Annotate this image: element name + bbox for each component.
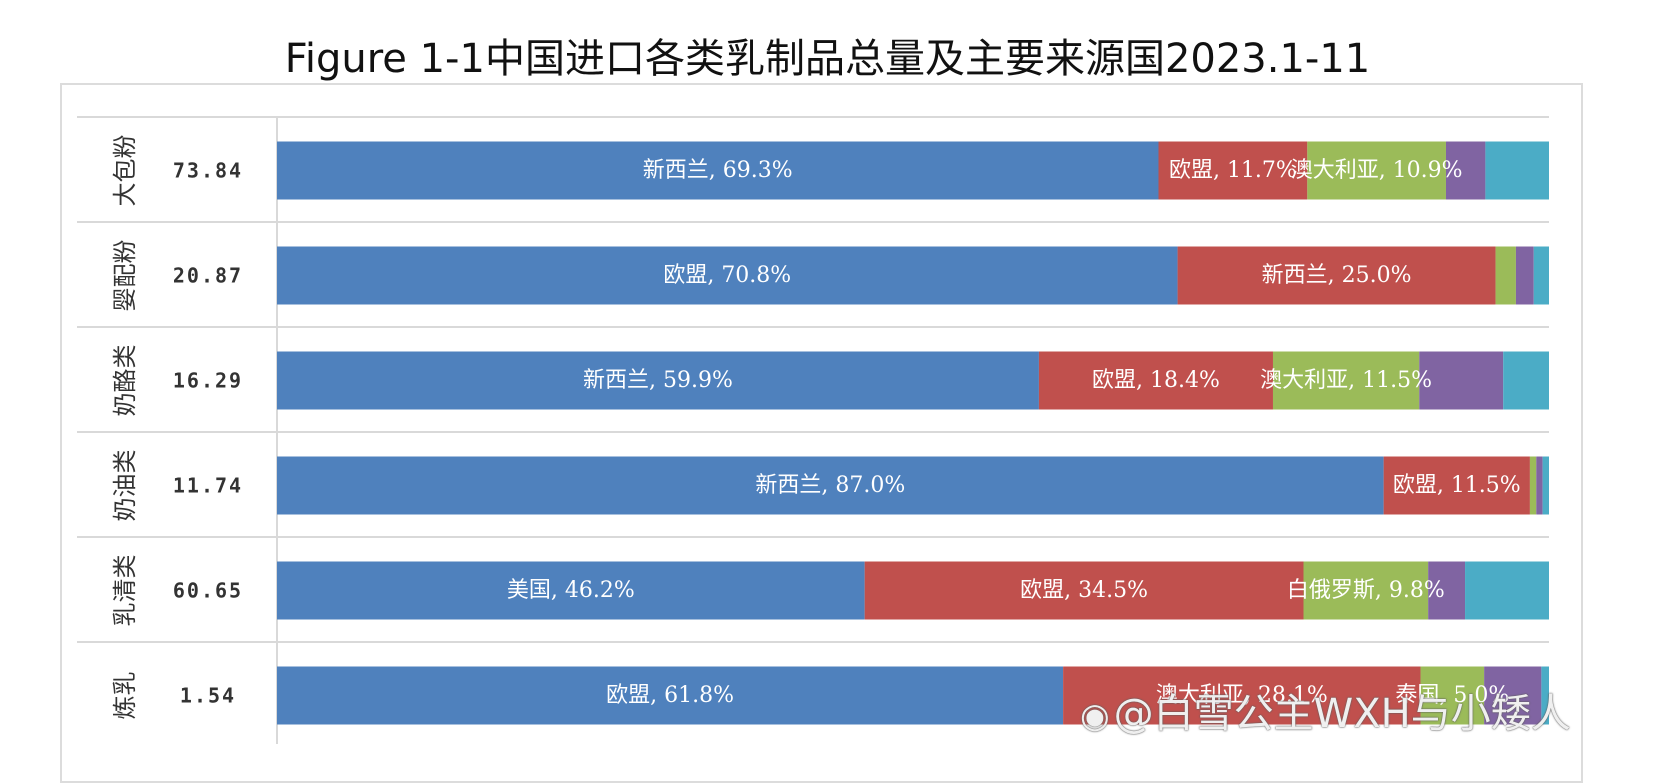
- data-label: 新西兰, 59.9%: [583, 368, 733, 393]
- bar-segment: [1485, 141, 1549, 200]
- data-label: 白俄罗斯, 9.8%: [1287, 578, 1445, 603]
- data-label: 新西兰, 87.0%: [755, 473, 905, 498]
- bar-segment: [1428, 561, 1466, 620]
- bar-segment: [1529, 456, 1537, 515]
- bar-segment: [864, 561, 1304, 620]
- data-label: 新西兰, 69.3%: [643, 158, 793, 183]
- data-label: 澳大利亚, 10.9%: [1291, 158, 1463, 183]
- bar-segment: [1515, 246, 1534, 305]
- bar-segment: [277, 246, 1178, 305]
- total-value: 16.29: [173, 369, 243, 393]
- bar-segment: [277, 456, 1384, 515]
- category-label: 奶酪类: [111, 345, 139, 417]
- data-label: 欧盟, 70.8%: [663, 263, 791, 288]
- stacked-bar-chart: 大包粉 73.84 新西兰, 69.3% 欧盟, 11.7%澳大利亚, 10.9% 婴配…: [77, 116, 1549, 744]
- bar-segment: [1484, 666, 1542, 725]
- total-value: 60.65: [173, 579, 243, 603]
- bar-segment: [1158, 141, 1308, 200]
- data-label: 美国, 46.2%: [507, 578, 635, 603]
- bar-segment: [1303, 561, 1429, 620]
- bar-segment: [1542, 456, 1549, 515]
- bar-segment: [1177, 246, 1496, 305]
- bar-segment: [1272, 351, 1420, 410]
- total-value: 1.54: [180, 684, 236, 708]
- watermark-text: @白雪公主WXH与小矮人: [1113, 691, 1571, 737]
- bar-segment: [1419, 351, 1504, 410]
- total-value: 73.84: [173, 159, 243, 183]
- category-label: 乳清类: [111, 555, 139, 627]
- weibo-icon: ◉: [1080, 696, 1110, 736]
- data-label: 新西兰, 25.0%: [1262, 263, 1412, 288]
- total-value: 11.74: [173, 474, 243, 498]
- bar-segment: [1541, 666, 1549, 725]
- data-label: 澳大利亚, 11.5%: [1260, 368, 1432, 393]
- bar-segment: [1383, 456, 1530, 515]
- bar-segment: [1420, 666, 1485, 725]
- bar-segment: [1495, 246, 1516, 305]
- data-label: 欧盟, 11.5%: [1393, 473, 1521, 498]
- data-label: 欧盟, 61.8%: [606, 683, 734, 708]
- bar-segment: [1465, 561, 1549, 620]
- bar-segment: [1038, 351, 1273, 410]
- bar-segment: [277, 351, 1039, 410]
- watermark: ◉ @白雪公主WXH与小矮人: [1080, 681, 1571, 739]
- category-label: 炼乳: [111, 672, 139, 720]
- bar-segment: [1063, 666, 1421, 725]
- data-label: 欧盟, 34.5%: [1020, 578, 1148, 603]
- bar-segment: [1307, 141, 1446, 200]
- data-label: 欧盟, 11.7%: [1169, 158, 1297, 183]
- category-label: 大包粉: [111, 135, 139, 207]
- data-label: 泰国, 5.0%: [1395, 683, 1509, 708]
- chart-title: Figure 1-1中国进口各类乳制品总量及主要来源国2023.1-11: [284, 36, 1371, 82]
- category-label: 奶油类: [111, 450, 139, 522]
- bar-segment: [1536, 456, 1543, 515]
- data-label: 欧盟, 18.4%: [1092, 368, 1220, 393]
- bar-segment: [1445, 141, 1486, 200]
- bar-segment: [1533, 246, 1549, 305]
- bar-segment: [1503, 351, 1549, 410]
- category-label: 婴配粉: [111, 240, 139, 312]
- bar-segment: [277, 141, 1159, 200]
- bar-segment: [277, 666, 1064, 725]
- data-label: 澳大利亚, 28.1%: [1156, 683, 1328, 708]
- total-value: 20.87: [173, 264, 243, 288]
- bar-segment: [277, 561, 865, 620]
